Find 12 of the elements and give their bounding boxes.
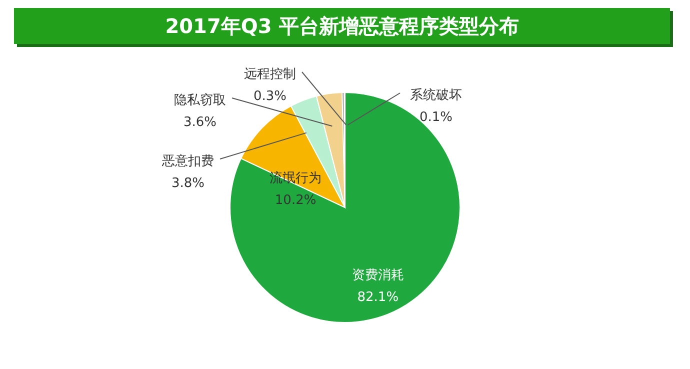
slice-label: 远程控制 xyxy=(244,67,296,82)
slice-label: 资费消耗 xyxy=(352,268,404,284)
chart-title: 2017年Q3 平台新增恶意程序类型分布 xyxy=(14,8,670,44)
data-label: 82.1% xyxy=(357,290,399,306)
slice-label: 隐私窃取 xyxy=(174,93,226,108)
data-label: 10.2% xyxy=(274,193,316,208)
data-label: 0.1% xyxy=(419,110,453,125)
data-label: 0.3% xyxy=(253,89,287,104)
data-label: 3.8% xyxy=(171,176,205,191)
slice-label: 恶意扣费 xyxy=(161,154,214,169)
data-label: 3.6% xyxy=(183,115,217,130)
slice-label: 系统破坏 xyxy=(410,88,462,103)
